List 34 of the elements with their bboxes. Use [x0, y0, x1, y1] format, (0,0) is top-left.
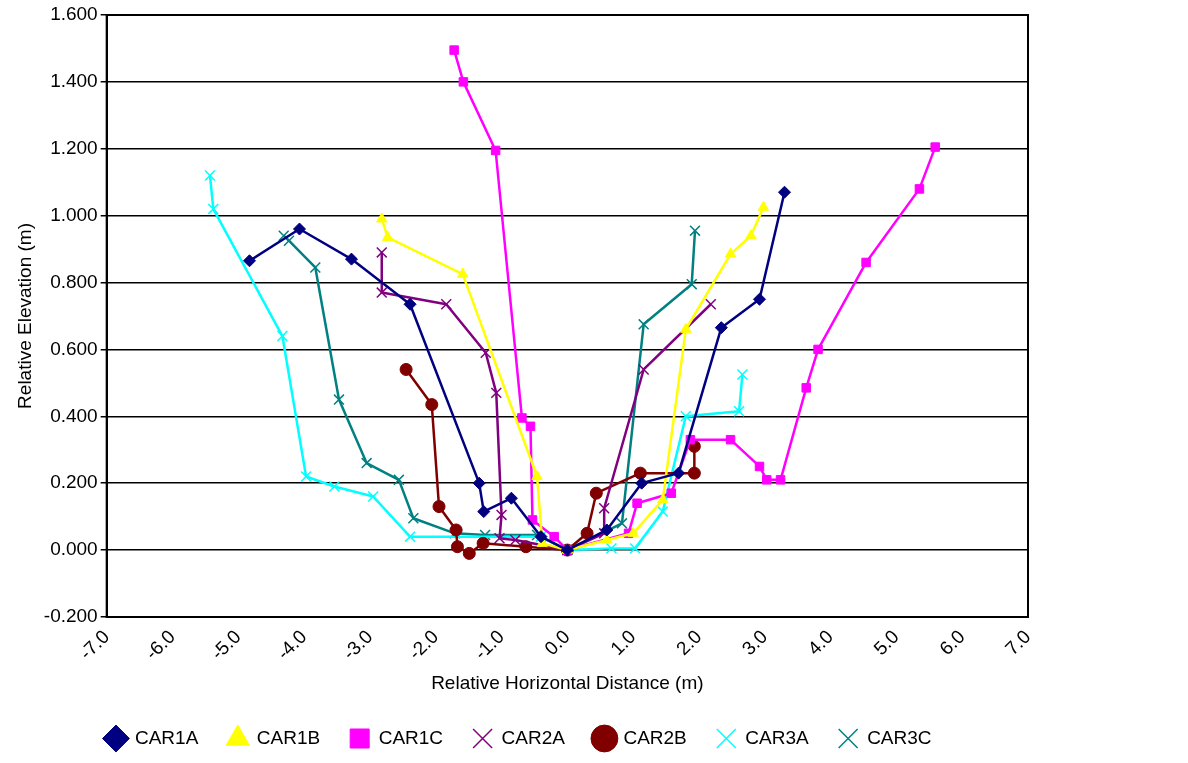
x-tick-label: -6.0: [141, 625, 180, 664]
x-tick-label: -5.0: [206, 625, 245, 664]
y-tick-label: 1.600: [50, 3, 98, 25]
legend-label: CAR1C: [378, 726, 444, 748]
y-tick-label: 0.200: [50, 471, 98, 493]
x-tick-label: 6.0: [935, 625, 969, 660]
x-tick-label: 5.0: [869, 625, 903, 660]
y-tick-label: 0.800: [50, 270, 98, 292]
legend-label: CAR2B: [623, 726, 687, 748]
y-tick-label: -0.200: [43, 605, 98, 627]
y-tick-label: 0.600: [50, 337, 98, 359]
legend-label: CAR3A: [745, 726, 809, 748]
x-tick-label: -2.0: [404, 625, 443, 664]
y-tick-label: 1.000: [50, 203, 98, 225]
x-tick-label: 2.0: [671, 625, 706, 660]
y-axis-title: Relative Elevation (m): [13, 223, 35, 409]
x-tick-label: 3.0: [737, 625, 772, 660]
x-tick-label: -3.0: [338, 625, 377, 664]
y-tick-label: 1.400: [50, 70, 98, 92]
x-tick-label: -7.0: [75, 625, 114, 664]
x-tick-label: -4.0: [272, 625, 311, 664]
y-tick-label: 0.000: [50, 538, 98, 560]
legend-label: CAR1A: [134, 726, 199, 748]
y-tick-label: 1.200: [50, 137, 98, 158]
x-axis-title: Relative Horizontal Distance (m): [431, 671, 704, 693]
x-tick-label: 0.0: [540, 625, 574, 660]
x-tick-label: 7.0: [1001, 625, 1035, 660]
x-tick-label: 4.0: [803, 625, 838, 660]
legend-label: CAR3C: [867, 726, 932, 748]
legend-label: CAR2A: [501, 726, 566, 748]
legend-label: CAR1B: [256, 726, 321, 748]
x-tick-label: 1.0: [606, 625, 640, 660]
y-tick-label: 0.400: [50, 404, 98, 426]
x-tick-label: -1.0: [470, 625, 509, 664]
